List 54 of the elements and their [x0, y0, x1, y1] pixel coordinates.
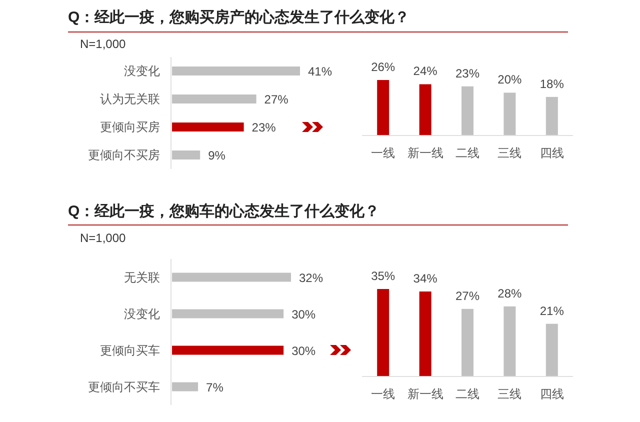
bar: [172, 66, 300, 76]
y-tick-label: 没变化: [124, 64, 160, 78]
y-tick-label: 无关联: [124, 270, 160, 284]
chart-title: Q：经此一疫，您购买房产的心态发生了什么变化？: [68, 8, 410, 26]
bar: [172, 150, 200, 160]
y-tick-label: 认为无关联: [100, 92, 160, 106]
x-tick-label: 一线: [371, 146, 396, 160]
y-tick-label: 更倾向买车: [100, 343, 160, 358]
bar: [377, 80, 390, 135]
data-label: 26%: [371, 60, 396, 74]
data-label: 41%: [308, 64, 332, 78]
bar: [419, 84, 432, 135]
x-tick-label: 二线: [456, 146, 480, 160]
bar: [504, 306, 516, 376]
data-label: 24%: [413, 64, 438, 78]
data-label: 23%: [455, 66, 480, 80]
chart-subtitle: N=1,000: [80, 231, 126, 245]
y-tick-label: 更倾向买房: [100, 120, 160, 134]
x-tick-label: 三线: [498, 387, 522, 401]
bar: [546, 324, 558, 376]
data-label: 23%: [252, 120, 276, 134]
data-label: 30%: [292, 344, 316, 358]
x-tick-label: 二线: [456, 387, 480, 401]
x-tick-label: 新一线: [407, 387, 444, 401]
x-tick-label: 四线: [540, 146, 564, 160]
data-label: 9%: [208, 148, 226, 162]
bar: [172, 94, 256, 104]
x-tick-label: 三线: [498, 146, 522, 160]
bar: [462, 86, 474, 135]
data-label: 34%: [413, 271, 438, 286]
bar: [504, 92, 516, 135]
chart-title: Q：经此一疫，您购车的心态发生了什么变化？: [68, 202, 380, 220]
x-tick-label: 新一线: [407, 146, 444, 160]
data-label: 28%: [498, 286, 522, 300]
data-label: 35%: [371, 269, 396, 283]
chart-subtitle: N=1,000: [80, 37, 126, 51]
bar: [377, 289, 390, 376]
x-tick-label: 一线: [371, 387, 396, 401]
bar: [546, 96, 558, 135]
data-label: 20%: [498, 72, 522, 87]
x-tick-label: 四线: [540, 387, 564, 401]
data-label: 18%: [540, 76, 564, 91]
bar: [462, 308, 474, 376]
y-tick-label: 没变化: [124, 306, 160, 321]
data-label: 30%: [292, 307, 316, 322]
data-label: 7%: [206, 380, 224, 394]
y-tick-label: 更倾向不买车: [88, 380, 160, 394]
data-label: 21%: [540, 304, 564, 318]
bar: [172, 122, 244, 132]
y-tick-label: 更倾向不买房: [88, 148, 160, 162]
data-label: 27%: [264, 92, 289, 106]
data-label: 32%: [299, 270, 324, 285]
data-label: 27%: [455, 288, 480, 303]
bar: [419, 291, 432, 376]
